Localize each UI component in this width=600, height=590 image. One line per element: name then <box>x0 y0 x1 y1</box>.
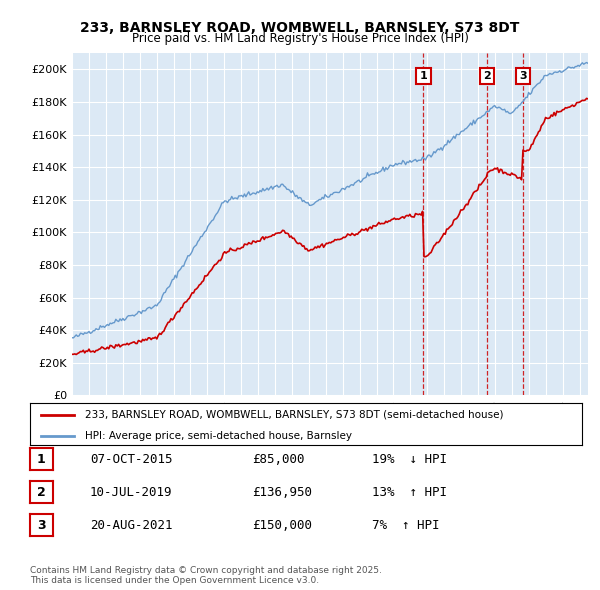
Text: 19%  ↓ HPI: 19% ↓ HPI <box>372 453 447 466</box>
Text: 07-OCT-2015: 07-OCT-2015 <box>90 453 173 466</box>
Text: £150,000: £150,000 <box>252 519 312 532</box>
Text: 7%  ↑ HPI: 7% ↑ HPI <box>372 519 439 532</box>
Text: Contains HM Land Registry data © Crown copyright and database right 2025.
This d: Contains HM Land Registry data © Crown c… <box>30 566 382 585</box>
Text: £136,950: £136,950 <box>252 486 312 499</box>
Text: 2: 2 <box>483 71 491 81</box>
Text: 1: 1 <box>419 71 427 81</box>
Text: 20-AUG-2021: 20-AUG-2021 <box>90 519 173 532</box>
Text: 233, BARNSLEY ROAD, WOMBWELL, BARNSLEY, S73 8DT: 233, BARNSLEY ROAD, WOMBWELL, BARNSLEY, … <box>80 21 520 35</box>
Text: Price paid vs. HM Land Registry's House Price Index (HPI): Price paid vs. HM Land Registry's House … <box>131 32 469 45</box>
Text: 13%  ↑ HPI: 13% ↑ HPI <box>372 486 447 499</box>
Text: 2: 2 <box>37 486 46 499</box>
Text: 10-JUL-2019: 10-JUL-2019 <box>90 486 173 499</box>
Text: £85,000: £85,000 <box>252 453 305 466</box>
Text: 1: 1 <box>37 453 46 466</box>
Text: 3: 3 <box>37 519 46 532</box>
Text: HPI: Average price, semi-detached house, Barnsley: HPI: Average price, semi-detached house,… <box>85 431 352 441</box>
Text: 233, BARNSLEY ROAD, WOMBWELL, BARNSLEY, S73 8DT (semi-detached house): 233, BARNSLEY ROAD, WOMBWELL, BARNSLEY, … <box>85 410 504 420</box>
Text: 3: 3 <box>519 71 527 81</box>
